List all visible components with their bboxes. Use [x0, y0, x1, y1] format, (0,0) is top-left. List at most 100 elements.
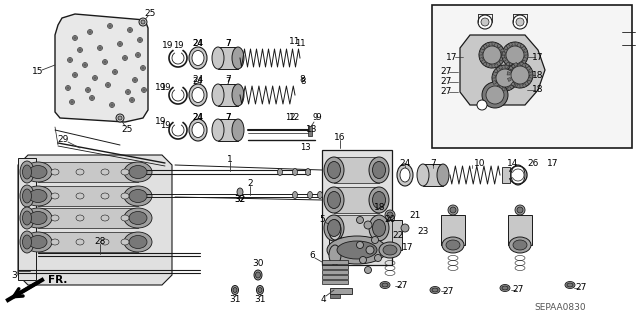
Polygon shape: [525, 55, 528, 58]
Ellipse shape: [509, 237, 531, 253]
Ellipse shape: [385, 210, 395, 220]
Circle shape: [516, 18, 524, 26]
Ellipse shape: [20, 207, 34, 229]
Bar: [218, 119, 238, 141]
Ellipse shape: [101, 215, 109, 221]
Circle shape: [136, 53, 141, 57]
Ellipse shape: [305, 168, 310, 175]
Ellipse shape: [189, 119, 207, 141]
Text: 24: 24: [193, 39, 204, 48]
Text: 7: 7: [225, 113, 231, 122]
Ellipse shape: [513, 240, 527, 250]
Polygon shape: [510, 67, 514, 71]
Ellipse shape: [124, 232, 152, 252]
Ellipse shape: [129, 211, 147, 225]
Circle shape: [492, 65, 518, 91]
Text: 32: 32: [235, 196, 245, 204]
Text: 24: 24: [193, 114, 204, 122]
Text: 7: 7: [225, 39, 230, 48]
Ellipse shape: [324, 187, 344, 213]
Polygon shape: [18, 155, 172, 285]
Circle shape: [143, 89, 145, 91]
Text: 9: 9: [315, 114, 321, 122]
Text: 10: 10: [474, 159, 486, 167]
Polygon shape: [507, 72, 510, 75]
Polygon shape: [520, 62, 524, 65]
Ellipse shape: [129, 166, 147, 179]
Bar: [38, 186, 138, 206]
Bar: [322, 280, 348, 284]
Polygon shape: [492, 81, 497, 85]
Ellipse shape: [307, 191, 312, 198]
Polygon shape: [506, 62, 510, 66]
Circle shape: [107, 84, 109, 86]
Polygon shape: [505, 65, 508, 68]
Bar: [218, 47, 238, 69]
Circle shape: [139, 18, 147, 26]
Circle shape: [71, 101, 73, 103]
Ellipse shape: [29, 211, 47, 225]
Bar: [432, 5, 632, 148]
Ellipse shape: [22, 235, 31, 249]
Ellipse shape: [258, 287, 262, 293]
Ellipse shape: [121, 239, 129, 245]
Bar: [330, 294, 340, 298]
Circle shape: [401, 224, 409, 232]
Polygon shape: [502, 58, 506, 62]
Ellipse shape: [329, 245, 341, 265]
Circle shape: [486, 86, 504, 104]
Ellipse shape: [76, 215, 84, 221]
Text: 26: 26: [527, 159, 539, 167]
Ellipse shape: [432, 288, 438, 292]
Ellipse shape: [369, 215, 389, 241]
Text: 2: 2: [247, 180, 253, 189]
Text: 27: 27: [440, 68, 452, 77]
Circle shape: [356, 241, 364, 249]
Text: 8: 8: [300, 78, 306, 86]
Circle shape: [118, 116, 122, 120]
Circle shape: [506, 46, 524, 64]
Text: 24: 24: [193, 78, 204, 86]
Text: 27: 27: [575, 284, 587, 293]
Text: 7: 7: [225, 114, 230, 122]
Circle shape: [86, 87, 90, 93]
Polygon shape: [479, 52, 483, 55]
Text: 3: 3: [11, 271, 17, 279]
Text: 19: 19: [156, 117, 167, 127]
Ellipse shape: [379, 242, 401, 258]
Circle shape: [99, 47, 101, 49]
Text: 7: 7: [225, 39, 231, 48]
Ellipse shape: [29, 235, 47, 249]
Ellipse shape: [232, 84, 244, 106]
Circle shape: [94, 77, 96, 79]
Ellipse shape: [254, 270, 262, 280]
Text: 9: 9: [312, 114, 317, 122]
Text: 31: 31: [254, 295, 266, 305]
Ellipse shape: [22, 189, 31, 203]
Polygon shape: [511, 65, 515, 68]
Circle shape: [91, 97, 93, 99]
Circle shape: [88, 29, 93, 34]
Ellipse shape: [232, 47, 244, 69]
Ellipse shape: [417, 164, 429, 186]
Circle shape: [122, 56, 127, 61]
Ellipse shape: [430, 286, 440, 293]
Circle shape: [97, 46, 102, 50]
Polygon shape: [481, 46, 485, 50]
Text: 31: 31: [229, 295, 241, 305]
Ellipse shape: [51, 169, 59, 175]
Bar: [329, 230, 341, 255]
Polygon shape: [527, 80, 531, 84]
Text: 18: 18: [532, 85, 544, 94]
Circle shape: [72, 35, 77, 41]
Ellipse shape: [232, 119, 244, 141]
Ellipse shape: [442, 237, 464, 253]
Circle shape: [141, 87, 147, 93]
Circle shape: [142, 67, 144, 69]
Circle shape: [72, 72, 77, 78]
Circle shape: [79, 49, 81, 51]
Ellipse shape: [397, 164, 413, 186]
Text: 5: 5: [319, 216, 325, 225]
Text: 19: 19: [173, 41, 183, 49]
Ellipse shape: [237, 188, 243, 196]
